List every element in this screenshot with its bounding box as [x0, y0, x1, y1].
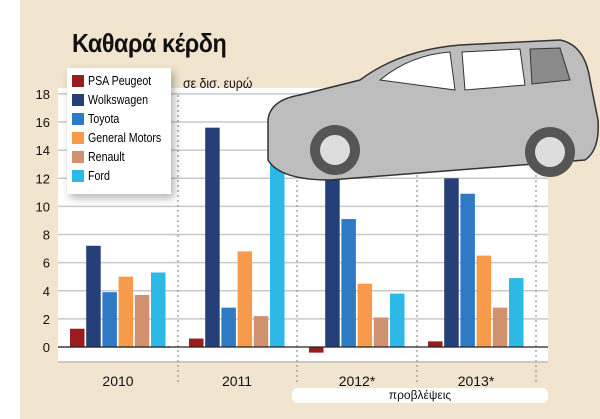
legend-item: General Motors	[72, 129, 171, 147]
legend-label: PSA Peugeot	[88, 74, 152, 88]
legend-label: General Motors	[88, 131, 162, 145]
legend-item: Toyota	[72, 110, 171, 128]
bar-psa-peugeot-2013	[428, 341, 443, 347]
legend-item: Wolkswagen	[72, 91, 171, 109]
car-window-icon	[461, 48, 526, 91]
legend-swatch	[72, 151, 84, 163]
y-tick-label: 2	[43, 312, 50, 327]
bar-toyota-2010	[102, 292, 117, 347]
bar-general-motors-2013	[476, 255, 492, 347]
bar-renault-2013	[492, 307, 508, 347]
y-tick-label: 18	[36, 87, 50, 102]
x-tick-label: 2013*	[458, 373, 495, 389]
car-illustration	[267, 39, 599, 181]
bar-psa-peugeot-2011	[189, 338, 204, 347]
y-tick-label: 16	[36, 115, 50, 130]
bar-ford-2011	[270, 140, 285, 347]
legend-item: PSA Peugeot	[72, 72, 171, 90]
legend-swatch	[72, 94, 84, 106]
bar-wolkswagen-2010	[86, 245, 101, 347]
legend: PSA Peugeot Wolkswagen Toyota General Motor…	[67, 68, 171, 194]
bar-ford-2013	[509, 278, 524, 347]
legend-swatch	[72, 132, 84, 144]
bar-renault-2012	[373, 317, 389, 347]
legend-label: Wolkswagen	[88, 93, 149, 107]
legend-label: Ford	[88, 169, 110, 183]
bar-ford-2010	[151, 272, 166, 347]
bar-renault-2010	[134, 294, 150, 347]
legend-item: Ford	[72, 167, 171, 185]
legend-swatch	[72, 170, 84, 182]
chart-title: Καθαρά κέρδη	[72, 28, 227, 58]
legend-label: Toyota	[88, 112, 120, 126]
legend-swatch	[72, 113, 84, 125]
car-hubcap-icon	[320, 135, 350, 165]
bar-general-motors-2012	[357, 283, 373, 347]
bar-renault-2011	[253, 316, 269, 347]
y-tick-label: 10	[36, 199, 50, 214]
bar-toyota-2011	[221, 307, 236, 347]
y-tick-label: 8	[43, 228, 50, 243]
bar-psa-peugeot-2012	[309, 347, 324, 353]
car-window-icon	[378, 51, 456, 91]
bar-wolkswagen-2013	[444, 178, 459, 347]
x-tick-label: 2010	[102, 373, 133, 389]
legend-label: Renault	[88, 150, 125, 164]
x-tick-label: 2012*	[339, 373, 376, 389]
legend-swatch	[72, 75, 84, 87]
bar-ford-2012	[390, 293, 405, 347]
car-window-icon	[529, 47, 571, 85]
y-tick-label: 0	[43, 340, 50, 355]
car-hubcap-icon	[535, 137, 565, 167]
y-tick-label: 6	[43, 256, 50, 271]
y-tick-label: 14	[36, 143, 50, 158]
y-tick-label: 12	[36, 171, 50, 186]
bar-general-motors-2011	[237, 251, 253, 347]
y-axis-unit-label: σε δισ. ευρώ	[183, 75, 253, 91]
forecast-annotation: προβλέψεις	[292, 388, 548, 403]
bar-wolkswagen-2011	[205, 127, 220, 347]
bar-toyota-2012	[341, 219, 356, 347]
bar-psa-peugeot-2010	[70, 328, 85, 347]
x-tick-label: 2011	[222, 373, 252, 389]
legend-item: Renault	[72, 148, 171, 166]
bar-general-motors-2010	[118, 276, 134, 347]
bar-toyota-2013	[460, 193, 475, 347]
y-tick-label: 4	[43, 284, 50, 299]
